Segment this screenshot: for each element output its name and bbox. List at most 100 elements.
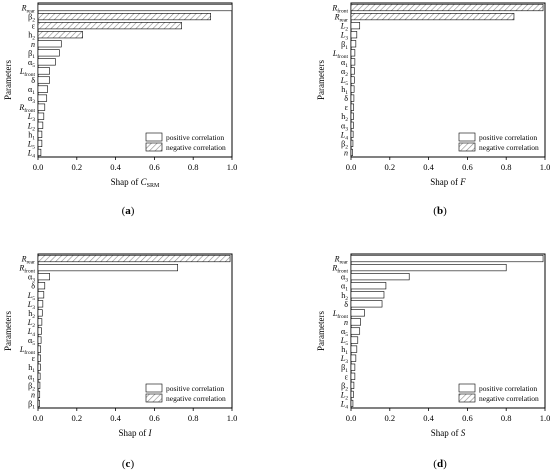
x-tick-label: 0.4 [423,413,434,423]
category-label: Rrear [21,255,36,266]
category-label: α3 [341,273,348,284]
category-label: α5 [341,327,348,338]
category-label: L5 [340,76,348,87]
category-label: L5 [27,139,35,150]
x-tick-label: 0.2 [384,162,395,172]
x-tick-label: 0.0 [346,162,357,172]
category-label: L2 [340,22,348,33]
bar-positive [37,264,178,272]
category-label: α5 [28,336,35,347]
legend-swatch-positive [145,383,163,393]
category-label: h1 [28,363,35,374]
category-label: Rfront [18,264,35,275]
bar-positive [37,94,48,102]
category-label: δ [31,76,35,85]
x-tick-label: 0.0 [346,413,357,423]
category-label: L3 [27,112,35,123]
bar-positive [350,381,355,389]
category-label: Rrear [21,4,36,15]
bar-positive [350,139,354,147]
category-label: h2 [341,291,348,302]
bar-positive [37,121,44,129]
y-axis-label: Parameters [316,311,326,351]
category-label: Lfront [332,309,349,320]
bar-positive [350,22,361,30]
bar-negative [37,13,211,21]
category-label: L4 [340,130,348,141]
bar-positive [37,363,41,371]
x-tick-label: 0.0 [33,162,44,172]
y-axis-label: Parameters [3,60,13,100]
x-tick-label: 0.0 [33,413,44,423]
bar-positive [350,112,354,120]
bar-positive [37,282,46,290]
bar-positive [350,67,355,75]
category-label: Rrear [334,255,349,266]
panel-label: (d) [433,458,447,470]
bar-positive [37,381,41,389]
x-tick-label: 0.6 [149,162,160,172]
bar-positive [37,309,43,317]
panel-label: (c) [122,458,135,470]
x-axis-label: Shap of I [119,428,153,438]
bar-positive [350,76,355,84]
bar-positive [350,390,354,398]
legend-entry: positive correlation [479,133,537,142]
bar-positive [350,121,354,129]
category-label: β1 [28,399,35,410]
category-label: n [344,148,348,157]
bar-positive [37,148,42,157]
bar-positive [350,291,385,299]
category-label: n [31,390,35,399]
bar-positive [350,103,355,111]
category-label: α3 [28,94,35,105]
legend-swatch-negative [458,393,476,403]
bar-positive [350,85,355,93]
category-label: β2 [341,139,348,150]
x-tick-label: 1.0 [540,413,550,423]
category-label: L2 [27,121,35,132]
category-label: α1 [341,282,348,293]
category-label: β2 [341,381,348,392]
category-label: α1 [28,85,35,96]
x-axis-label: Shap of CSRM [111,177,160,189]
category-label: α2 [341,67,348,78]
bar-positive [350,327,361,335]
category-label: α3 [28,273,35,284]
category-label: Lfront [19,345,36,356]
bar-positive [350,309,365,317]
category-label: n [31,40,35,49]
bar-positive [350,363,356,371]
legend-entry: negative correlation [166,143,226,152]
x-tick-label: 0.4 [110,413,121,423]
panel-label: (b) [433,205,447,217]
y-axis-label: Parameters [316,60,326,100]
category-label: L3 [340,354,348,365]
category-label: L4 [27,327,35,338]
bar-positive [350,336,359,344]
category-label: α5 [28,58,35,69]
x-tick-label: 1.0 [227,162,238,172]
legend-entry: positive correlation [166,384,224,393]
category-label: Rfront [331,264,348,275]
bar-positive [37,354,41,362]
chart-panel-d: RrearRfrontα3α1h2δLfrontnα5L5h1L3β1εβ2L2… [316,253,550,470]
bar-positive [350,254,544,263]
bar-negative [350,3,544,12]
bar-positive [350,399,354,408]
category-label: h2 [28,309,35,320]
bar-positive [37,390,41,398]
x-tick-label: 0.8 [188,413,199,423]
category-label: L4 [340,399,348,410]
x-tick-label: 0.4 [423,162,434,172]
legend-swatch-positive [458,132,476,142]
x-tick-label: 1.0 [227,413,238,423]
category-label: h1 [341,85,348,96]
category-label: n [344,318,348,327]
category-label: L3 [27,300,35,311]
bar-positive [37,76,50,84]
category-label: Rfront [331,4,348,15]
x-tick-label: 0.2 [384,413,395,423]
